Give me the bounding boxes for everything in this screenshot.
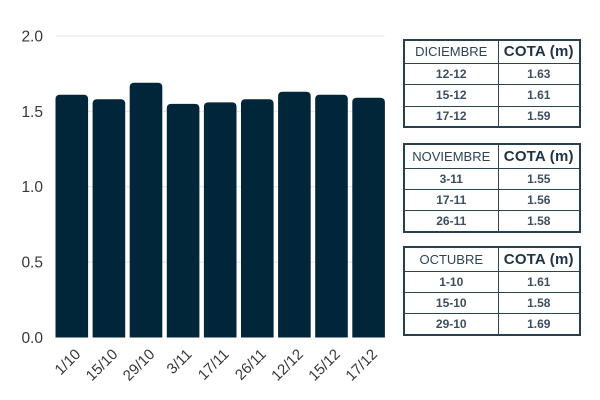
svg-text:1.5: 1.5 xyxy=(21,104,43,121)
svg-text:2.0: 2.0 xyxy=(21,29,43,46)
svg-text:15/10: 15/10 xyxy=(83,346,122,385)
svg-text:17/12: 17/12 xyxy=(342,346,381,385)
svg-text:29/10: 29/10 xyxy=(120,346,159,385)
svg-text:17/11: 17/11 xyxy=(195,346,233,384)
svg-text:1.0: 1.0 xyxy=(21,179,43,196)
svg-text:0.5: 0.5 xyxy=(21,255,43,272)
svg-text:0.0: 0.0 xyxy=(21,330,43,347)
svg-text:12/12: 12/12 xyxy=(268,346,307,385)
svg-text:15/12: 15/12 xyxy=(305,346,344,385)
svg-text:1/10: 1/10 xyxy=(52,346,85,379)
svg-text:26/11: 26/11 xyxy=(232,346,270,384)
svg-text:3/11: 3/11 xyxy=(164,346,196,378)
